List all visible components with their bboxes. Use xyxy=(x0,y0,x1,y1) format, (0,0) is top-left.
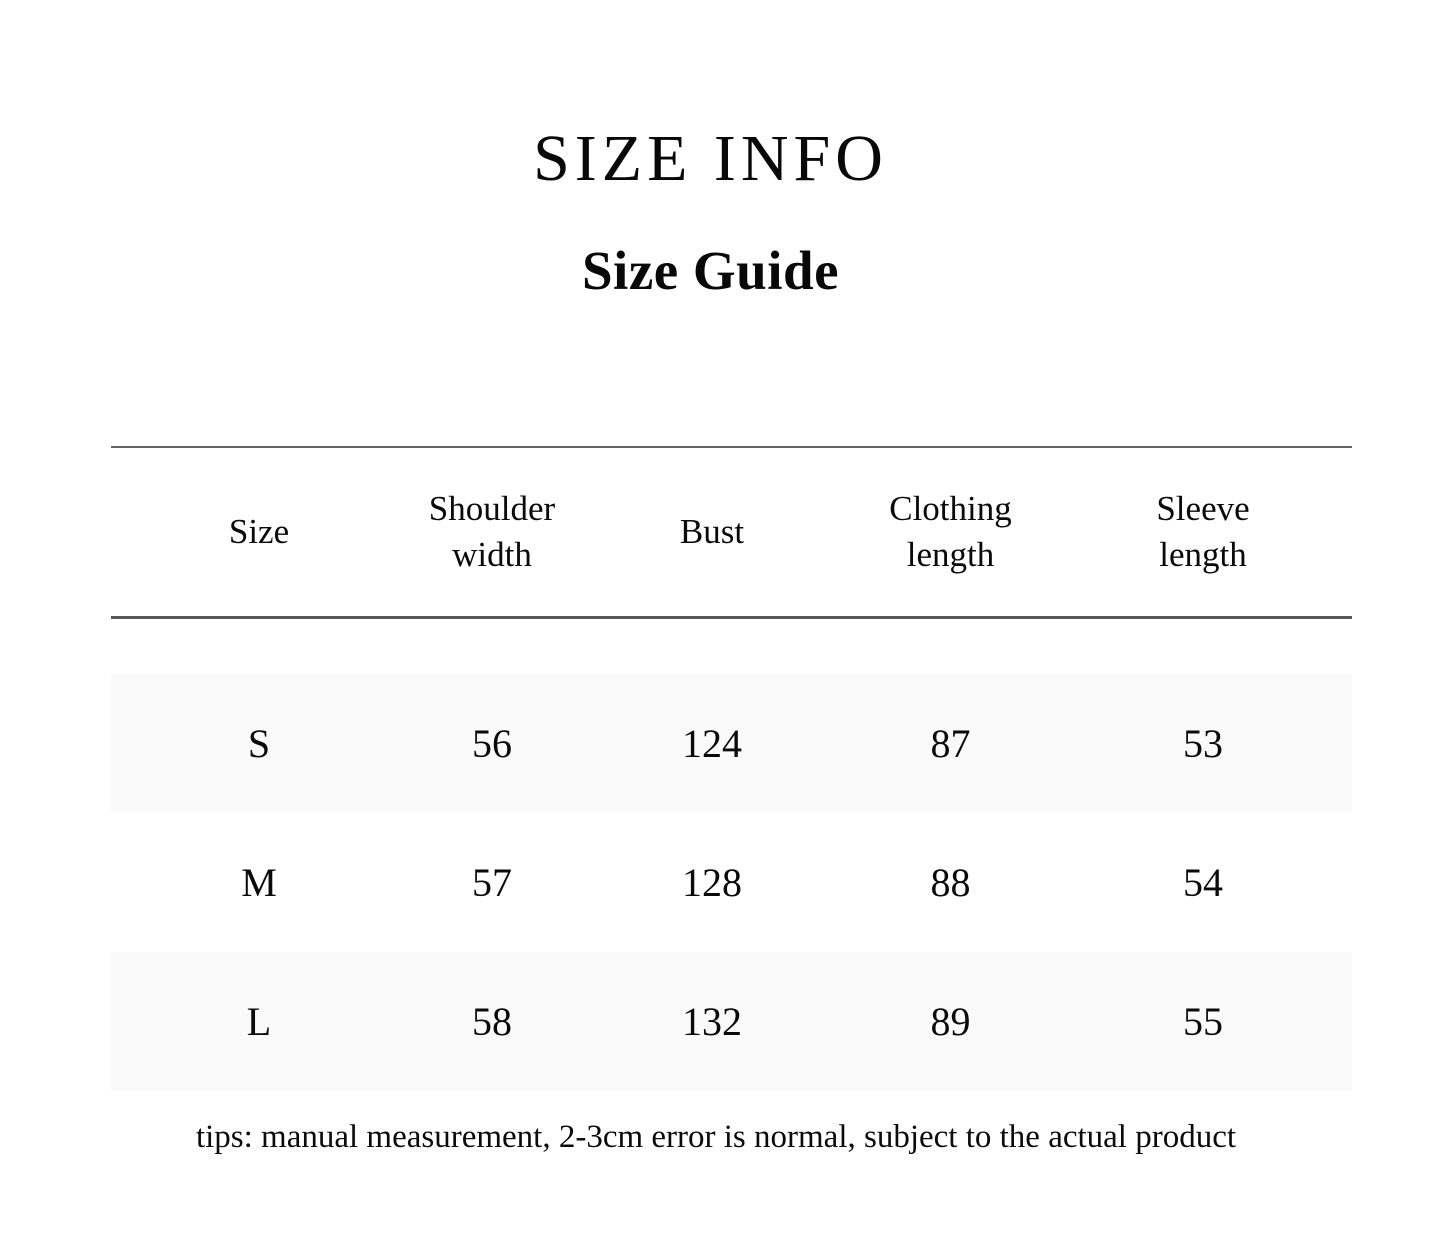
column-header-clothing-length-line1: Clothing xyxy=(889,488,1012,528)
cell-sleeve-length: 54 xyxy=(1183,859,1223,905)
column-header-sleeve-length-line2: length xyxy=(1159,535,1247,574)
table-top-rule xyxy=(111,446,1352,448)
table-body-spacer xyxy=(111,619,1352,674)
cell-shoulder-width: 56 xyxy=(472,720,512,766)
column-header-sleeve-length-line1: Sleeve xyxy=(1156,488,1250,528)
page-subtitle: Size Guide xyxy=(581,240,840,301)
column-header-sleeve-length: Sleeve length xyxy=(1054,486,1352,578)
column-header-bust-line1: Bust xyxy=(679,511,745,551)
cell-clothing-length: 88 xyxy=(930,859,971,905)
column-header-bust: Bust xyxy=(577,509,847,555)
table-row: S 56 124 87 53 xyxy=(111,674,1352,813)
cell-clothing-length: 89 xyxy=(930,998,971,1044)
cell-sleeve-length: 53 xyxy=(1183,720,1223,766)
column-header-size-line1: Size xyxy=(228,511,290,551)
cell-clothing-length: 87 xyxy=(930,720,971,766)
cell-shoulder-width: 58 xyxy=(472,998,512,1044)
size-table: Size Shoulder width Bust Clothing length… xyxy=(111,446,1352,1091)
measurement-tips-note: tips: manual measurement, 2-3cm error is… xyxy=(195,1119,1237,1155)
table-row: M 57 128 88 54 xyxy=(111,813,1352,952)
column-header-shoulder-width: Shoulder width xyxy=(407,486,577,578)
cell-shoulder-width: 57 xyxy=(472,859,512,905)
column-header-shoulder-width-line2: width xyxy=(452,535,532,574)
table-header-row: Size Shoulder width Bust Clothing length… xyxy=(111,448,1352,616)
cell-sleeve-length: 55 xyxy=(1183,998,1223,1044)
table-row: L 58 132 89 55 xyxy=(111,952,1352,1091)
cell-size: L xyxy=(246,998,272,1044)
table-body: S 56 124 87 53 M 57 128 88 54 L 58 132 8… xyxy=(111,619,1352,1091)
page-title: SIZE INFO xyxy=(533,122,888,195)
column-header-shoulder-width-line1: Shoulder xyxy=(428,488,556,528)
cell-size: S xyxy=(247,720,271,766)
column-header-clothing-length: Clothing length xyxy=(847,486,1054,578)
cell-size: M xyxy=(241,859,277,905)
column-header-clothing-length-line2: length xyxy=(906,535,995,574)
column-header-size: Size xyxy=(111,509,407,555)
cell-bust: 132 xyxy=(682,998,742,1044)
cell-bust: 128 xyxy=(682,859,742,905)
table-header-rule xyxy=(111,616,1352,619)
cell-bust: 124 xyxy=(682,720,742,766)
